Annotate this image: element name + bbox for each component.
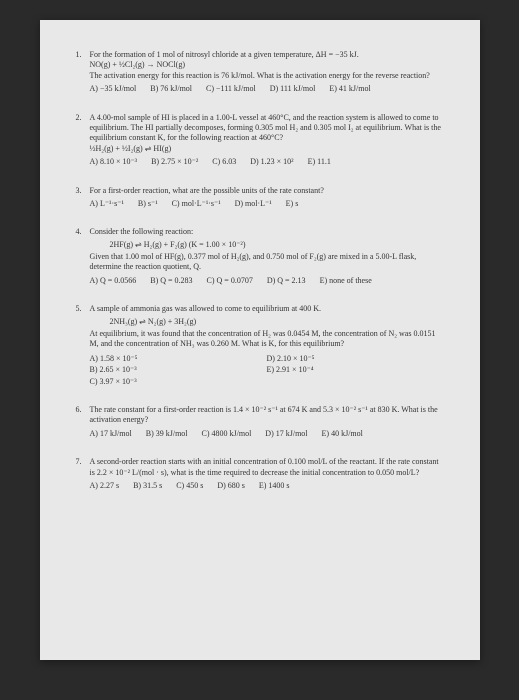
choice-b: B) 39 kJ/mol — [146, 429, 188, 439]
choice-a: A) 17 kJ/mol — [90, 429, 132, 439]
question-body: A 4.00-mol sample of HI is placed in a 1… — [90, 113, 444, 168]
choice-e: E) 1400 s — [259, 481, 290, 491]
question-body: For a first-order reaction, what are the… — [90, 186, 444, 210]
equation: NO(g) + ½Cl₂(g) → NOCl(g) — [90, 60, 444, 70]
choice-b: B) Q = 0.283 — [150, 276, 192, 286]
choices: A) −35 kJ/mol B) 76 kJ/mol C) −111 kJ/mo… — [90, 84, 444, 94]
question-number: 3. — [76, 186, 90, 210]
choice-a: A) 1.58 × 10⁻⁵ — [90, 354, 267, 364]
equation: 2HF(g) ⇌ H₂(g) + F₂(g) (K = 1.00 × 10⁻²) — [110, 240, 444, 250]
choices: A) 2.27 s B) 31.5 s C) 450 s D) 680 s E)… — [90, 481, 444, 491]
question-text: Consider the following reaction: — [90, 227, 444, 237]
choice-e: E) 2.91 × 10⁻⁴ — [267, 365, 444, 375]
choice-d: D) Q = 2.13 — [267, 276, 306, 286]
choice-e: E) none of these — [320, 276, 372, 286]
choice-a: A) 8.10 × 10⁻³ — [90, 157, 138, 167]
exam-page: 1. For the formation of 1 mol of nitrosy… — [40, 20, 480, 660]
question-5: 5. A sample of ammonia gas was allowed t… — [76, 304, 444, 387]
question-body: A sample of ammonia gas was allowed to c… — [90, 304, 444, 387]
question-number: 4. — [76, 227, 90, 286]
choice-c: C) 4800 kJ/mol — [202, 429, 252, 439]
question-body: A second-order reaction starts with an i… — [90, 457, 444, 491]
choice-e: E) 40 kJ/mol — [322, 429, 363, 439]
choice-b: B) s⁻¹ — [138, 199, 158, 209]
choices: A) Q = 0.0566 B) Q = 0.283 C) Q = 0.0707… — [90, 276, 444, 286]
question-text: The activation energy for this reaction … — [90, 71, 444, 81]
question-body: For the formation of 1 mol of nitrosyl c… — [90, 50, 444, 95]
question-number: 2. — [76, 113, 90, 168]
choice-b: B) 2.75 × 10⁻² — [151, 157, 198, 167]
question-3: 3. For a first-order reaction, what are … — [76, 186, 444, 210]
choice-d: D) 17 kJ/mol — [265, 429, 307, 439]
choice-c: C) 3.97 × 10⁻³ — [90, 377, 267, 387]
choice-d: D) 680 s — [217, 481, 245, 491]
question-number: 6. — [76, 405, 90, 439]
question-1: 1. For the formation of 1 mol of nitrosy… — [76, 50, 444, 95]
choice-a: A) L⁻¹·s⁻¹ — [90, 199, 124, 209]
choice-c: C) 450 s — [176, 481, 203, 491]
choice-c: C) 6.03 — [212, 157, 236, 167]
question-text: The rate constant for a first-order reac… — [90, 405, 444, 426]
equation: 2NH₃(g) ⇌ N₂(g) + 3H₂(g) — [110, 317, 444, 327]
choices: A) 17 kJ/mol B) 39 kJ/mol C) 4800 kJ/mol… — [90, 429, 444, 439]
choice-b: B) 2.65 × 10⁻³ — [90, 365, 267, 375]
choice-d: D) 111 kJ/mol — [270, 84, 316, 94]
choice-d: D) 1.23 × 10² — [250, 157, 293, 167]
question-6: 6. The rate constant for a first-order r… — [76, 405, 444, 439]
question-text: Given that 1.00 mol of HF(g), 0.377 mol … — [90, 252, 444, 273]
choice-a: A) 2.27 s — [90, 481, 120, 491]
choice-e: E) 41 kJ/mol — [329, 84, 370, 94]
question-4: 4. Consider the following reaction: 2HF(… — [76, 227, 444, 286]
choice-e: E) 11.1 — [308, 157, 331, 167]
question-body: Consider the following reaction: 2HF(g) … — [90, 227, 444, 286]
choice-d: D) mol·L⁻¹ — [235, 199, 272, 209]
question-text: For the formation of 1 mol of nitrosyl c… — [90, 50, 444, 60]
choice-e: E) s — [286, 199, 299, 209]
question-text: At equilibrium, it was found that the co… — [90, 329, 444, 350]
question-text: A sample of ammonia gas was allowed to c… — [90, 304, 444, 314]
question-7: 7. A second-order reaction starts with a… — [76, 457, 444, 491]
choice-a: A) Q = 0.0566 — [90, 276, 137, 286]
question-number: 5. — [76, 304, 90, 387]
choice-c: C) Q = 0.0707 — [207, 276, 253, 286]
choice-c: C) −111 kJ/mol — [206, 84, 256, 94]
choices: A) 1.58 × 10⁻⁵ B) 2.65 × 10⁻³ C) 3.97 × … — [90, 353, 444, 387]
question-text: A second-order reaction starts with an i… — [90, 457, 444, 478]
choices: A) L⁻¹·s⁻¹ B) s⁻¹ C) mol·L⁻¹·s⁻¹ D) mol·… — [90, 199, 444, 209]
question-body: The rate constant for a first-order reac… — [90, 405, 444, 439]
choice-d: D) 2.10 × 10⁻⁵ — [267, 354, 444, 364]
question-text: A 4.00-mol sample of HI is placed in a 1… — [90, 113, 444, 144]
choice-b: B) 76 kJ/mol — [150, 84, 192, 94]
question-number: 7. — [76, 457, 90, 491]
equation: ½H₂(g) + ½I₂(g) ⇌ HI(g) — [90, 144, 444, 154]
choice-b: B) 31.5 s — [133, 481, 162, 491]
question-number: 1. — [76, 50, 90, 95]
choices: A) 8.10 × 10⁻³ B) 2.75 × 10⁻² C) 6.03 D)… — [90, 157, 444, 167]
question-2: 2. A 4.00-mol sample of HI is placed in … — [76, 113, 444, 168]
choice-a: A) −35 kJ/mol — [90, 84, 137, 94]
question-text: For a first-order reaction, what are the… — [90, 186, 444, 196]
choice-c: C) mol·L⁻¹·s⁻¹ — [172, 199, 221, 209]
